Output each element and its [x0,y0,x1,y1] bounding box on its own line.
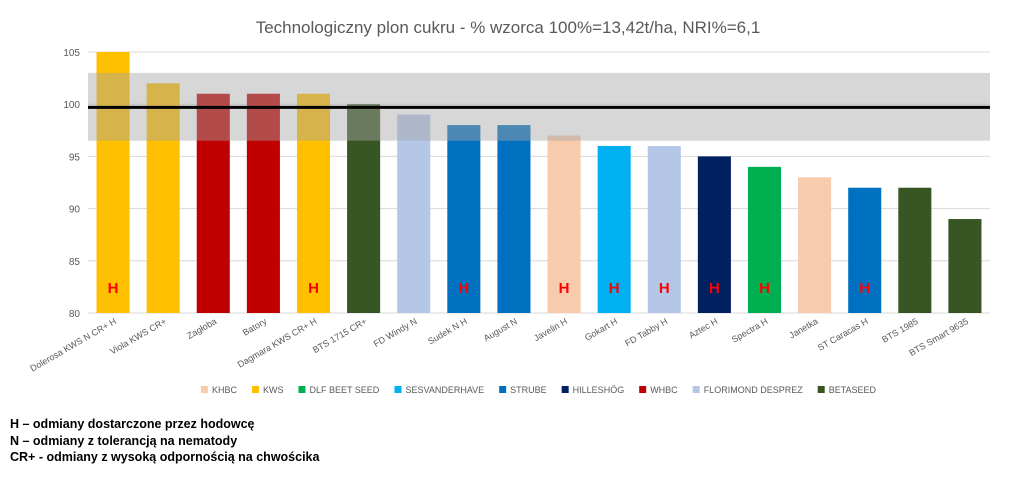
x-tick-label: Janetka [787,316,819,340]
note-cr: CR+ - odmiany z wysoką odpornością na ch… [10,450,320,464]
bar [146,83,180,313]
legend-label: KWS [263,385,284,395]
legend-swatch [298,386,306,393]
legend-label: WHBC [650,385,678,395]
bar [547,135,581,313]
x-tick-label: Gokart H [583,316,619,343]
bar [798,177,832,313]
y-tick-label: 85 [69,257,81,268]
legend-swatch [692,386,700,393]
bar [196,93,230,313]
legend-label: STRUBE [510,385,547,395]
bar-marker: H [709,280,720,297]
bar [96,52,130,313]
x-tick-label: FD Windy N [372,316,419,349]
x-tick-label: BTS 1715 CR+ [311,316,369,355]
legend-swatch [200,386,208,393]
bar [597,145,631,313]
legend-swatch [817,386,825,393]
x-tick-label: Javelin H [532,316,569,343]
x-tick-label: Zagłoba [185,316,218,341]
bar [347,104,381,313]
bar [647,145,681,313]
bar [447,125,481,313]
bar [697,156,731,313]
notes: H – odmiany dostarczone przez hodowcę N … [10,416,319,466]
legend-label: HILLESHÖG [573,385,625,395]
legend-swatch [499,386,507,393]
bar-marker: H [559,280,570,297]
y-tick-label: 100 [63,100,80,111]
x-tick-label: August N [482,316,519,343]
legend-label: SESVANDERHAVE [405,385,484,395]
bar-marker: H [458,280,469,297]
bar-marker: H [859,280,870,297]
bar [747,166,782,313]
legend-label: BETASEED [829,385,877,395]
bar [246,93,280,313]
x-tick-label: Spectra H [730,316,770,345]
bar-marker: H [108,280,119,297]
legend-swatch [639,386,647,393]
bar [497,125,531,313]
legend-swatch [561,386,569,393]
x-tick-label: Batory [241,316,269,338]
x-tick-label: Sudek N H [426,316,469,346]
bar-marker: H [759,280,770,297]
bar [898,187,932,313]
sugar-yield-chart: Technologiczny plon cukru - % wzorca 100… [28,18,990,395]
x-tick-label: Dolerosa KWS N CR+ H [28,316,118,374]
bar [397,114,431,313]
x-tick-label: BTS 1985 [880,316,920,345]
bar-marker: H [609,280,620,297]
x-tick-label: FD Tabby H [623,316,669,348]
legend-swatch [394,386,402,393]
note-h: H – odmiany dostarczone przez hodowcę [10,417,255,431]
y-tick-label: 105 [63,48,80,59]
legend-label: KHBC [212,385,238,395]
chart-title: Technologiczny plon cukru - % wzorca 100… [256,18,761,37]
note-n: N – odmiany z tolerancją na nematody [10,433,238,448]
legend-label: DLF BEET SEED [309,385,379,395]
x-tick-label: Viola KWS CR+ [108,316,168,356]
bar [948,219,982,313]
legend-label: FLORIMOND DESPREZ [704,385,804,395]
bar [296,93,331,313]
y-tick-label: 90 [69,205,81,216]
y-tick-label: 95 [69,152,81,163]
bar [848,187,882,313]
bar-marker: H [659,280,670,297]
y-tick-label: 80 [69,309,81,320]
legend-swatch [251,386,259,393]
x-tick-label: Aztec H [687,316,719,340]
bar-marker: H [308,280,319,297]
x-tick-label: ST Caracas H [816,316,870,353]
